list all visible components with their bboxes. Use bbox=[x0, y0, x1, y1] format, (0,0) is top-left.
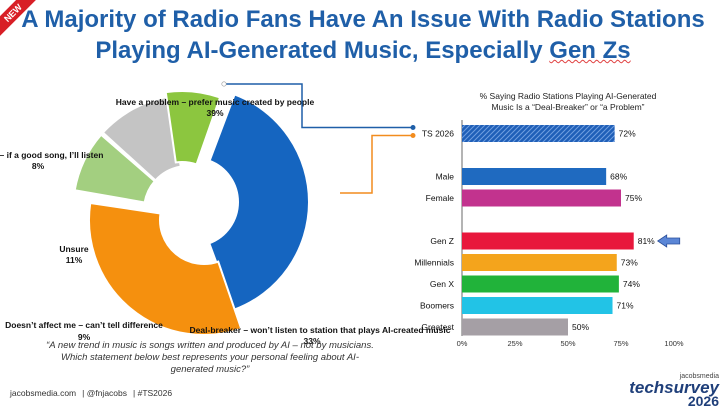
connector-problem bbox=[224, 83, 413, 129]
bar-chart-title-line-2: Music Is a “Deal-Breaker” or “a Problem” bbox=[491, 102, 644, 112]
connector-dot-deal-breaker bbox=[410, 133, 416, 138]
bar-millennials bbox=[462, 254, 617, 271]
bar-value-female: 75% bbox=[625, 193, 642, 203]
bar-category-millennials: Millennials bbox=[414, 258, 454, 268]
bar-category-female: Female bbox=[426, 193, 455, 203]
title-line-1: A Majority of Radio Fans Have An Issue W… bbox=[21, 6, 705, 33]
bar-value-millennials: 73% bbox=[621, 258, 638, 268]
donut-slice-have-a-problem-prefer-music-cr bbox=[207, 93, 310, 312]
survey-question: “A new trend in music is songs written a… bbox=[46, 340, 374, 375]
donut-slice-deal-breaker-won-t-listen-to-s bbox=[88, 201, 243, 336]
highlight-arrow-icon bbox=[656, 234, 681, 248]
footer-handle: @fnjacobs bbox=[86, 388, 128, 398]
bar-category-gen-z: Gen Z bbox=[430, 236, 454, 246]
bar-tick-3: 75% bbox=[613, 339, 628, 348]
logo-brand: techsurvey bbox=[629, 378, 719, 397]
connector-anchor bbox=[221, 81, 227, 87]
bar-tick-2: 50% bbox=[560, 339, 575, 348]
logo-year: 2026 bbox=[687, 393, 719, 409]
donut-chart: Have a problem – prefer music created by… bbox=[0, 90, 451, 346]
bar-tick-4: 100% bbox=[664, 339, 684, 348]
bar-chart-title-line-1: % Saying Radio Stations Playing AI-Gener… bbox=[480, 91, 657, 101]
bar-category-greatest: Greatest bbox=[421, 322, 454, 332]
connector-dot-problem bbox=[410, 125, 416, 130]
donut-value-unsure: 11% bbox=[66, 255, 83, 265]
donut-label-with-it: with it – if a good song, I’ll listen bbox=[0, 150, 103, 160]
bar-value-ts-2026: 72% bbox=[619, 129, 636, 139]
footer-hashtag: #TS2026 bbox=[137, 388, 173, 398]
connector-deal-breaker bbox=[340, 134, 413, 194]
title-gen-z: Gen Zs bbox=[549, 37, 631, 64]
bar-greatest bbox=[462, 318, 568, 336]
bar-category-male: Male bbox=[436, 172, 455, 182]
bar-category-boomers: Boomers bbox=[420, 301, 454, 311]
bar-value-boomers: 71% bbox=[617, 301, 634, 311]
donut-value-have-a-problem: 39% bbox=[206, 108, 223, 118]
donut-slice-with-it-if-a-good-song-i-ll-li bbox=[164, 90, 222, 166]
donut-value-deal-breaker: 33% bbox=[303, 336, 320, 346]
footer-site: jacobsmedia.com bbox=[10, 388, 77, 398]
bar-category-ts-2026: TS 2026 bbox=[422, 129, 454, 139]
bar-boomers bbox=[462, 297, 613, 314]
bar-tick-0: 0% bbox=[457, 339, 468, 348]
donut-value-doesnt-affect-me: 9% bbox=[78, 332, 91, 342]
bar-category-gen-x: Gen X bbox=[430, 279, 454, 289]
bar-value-gen-x: 74% bbox=[623, 279, 640, 289]
bar-value-greatest: 50% bbox=[572, 322, 589, 332]
techsurvey-logo: jacobsmedia techsurvey 2026 bbox=[616, 373, 721, 409]
bar-female bbox=[462, 189, 621, 207]
bar-ts-2026 bbox=[462, 125, 615, 142]
bar-gen-z bbox=[462, 232, 634, 250]
donut-value-with-it: 8% bbox=[32, 161, 45, 171]
bar-value-gen-z: 81% bbox=[638, 236, 655, 246]
bar-tick-1: 25% bbox=[507, 339, 522, 348]
bar-male bbox=[462, 168, 607, 185]
donut-slice-doesn-t-affect-me-can-t-tell-d bbox=[73, 133, 157, 204]
donut-label-unsure: Unsure bbox=[59, 244, 89, 254]
donut-label-deal-breaker: Deal-breaker – won’t listen to station t… bbox=[190, 325, 451, 335]
title-line-2-text: Playing AI-Generated Music, Especially bbox=[95, 37, 550, 64]
title-line-2: Playing AI-Generated Music, Especially G… bbox=[0, 37, 726, 65]
donut-label-have-a-problem: Have a problem – prefer music created by… bbox=[116, 97, 315, 107]
logo-top: jacobsmedia bbox=[679, 373, 719, 380]
connector-lines bbox=[221, 81, 416, 194]
bar-gen-x bbox=[462, 275, 619, 293]
bar-chart: % Saying Radio Stations Playing AI-Gener… bbox=[414, 91, 684, 348]
footer: jacobsmedia.com | @fnjacobs | #TS2026 bbox=[10, 388, 173, 398]
donut-label-doesnt-affect-me: Doesn’t affect me – can’t tell differenc… bbox=[5, 320, 163, 330]
bar-value-male: 68% bbox=[610, 172, 627, 182]
